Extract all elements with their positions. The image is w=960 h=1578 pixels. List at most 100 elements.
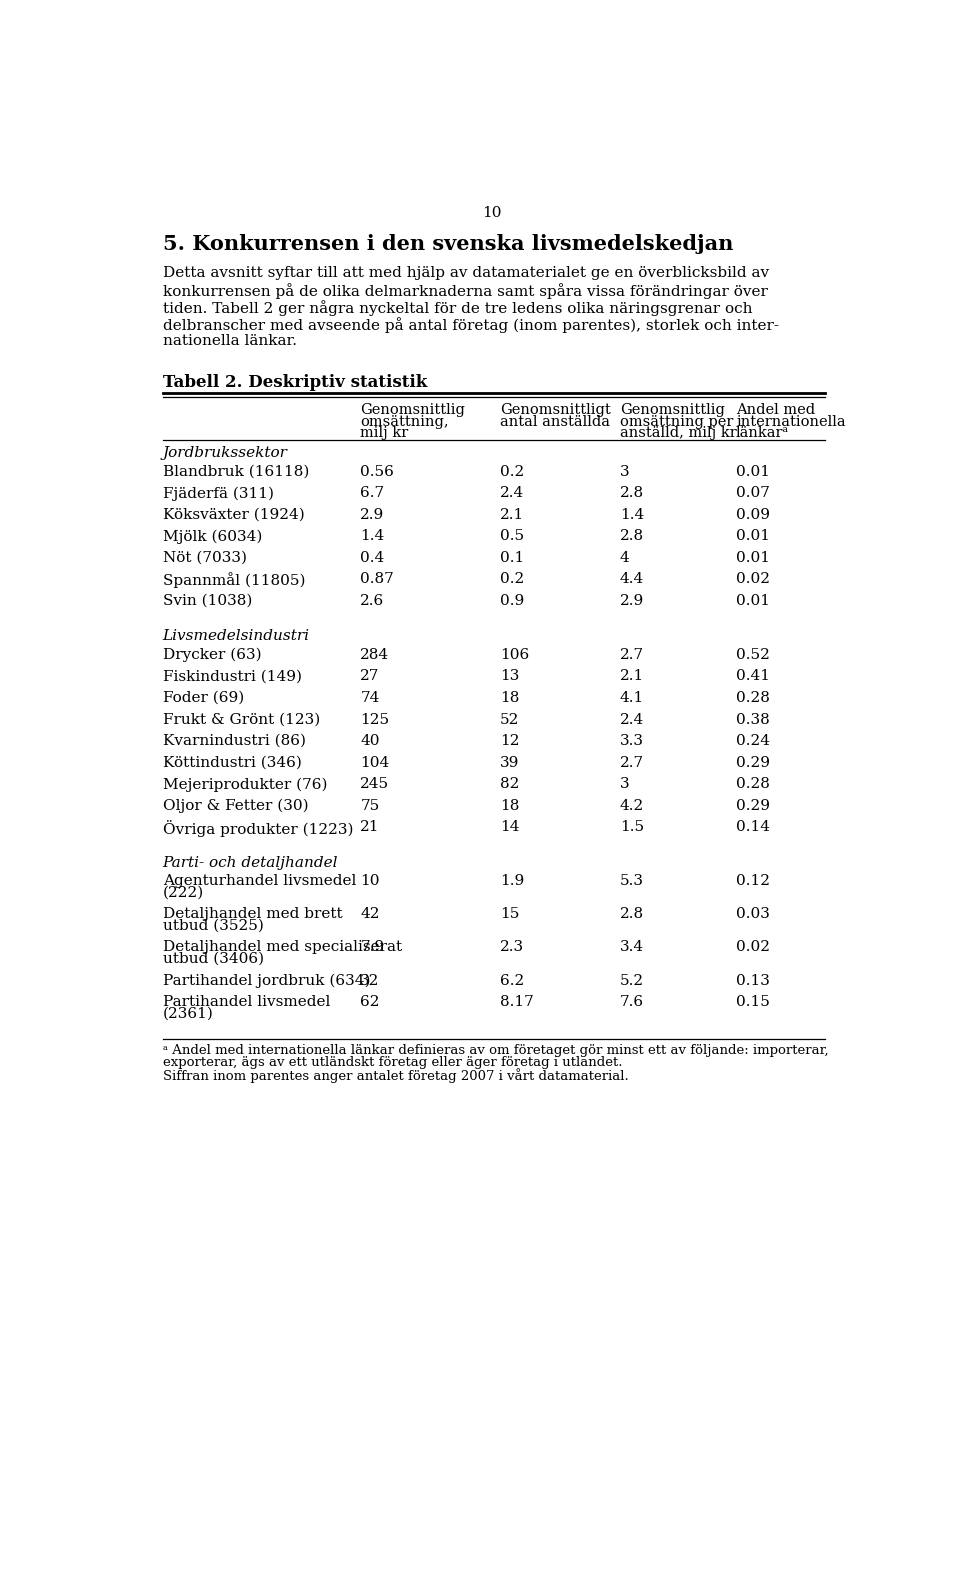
Text: 7.9: 7.9 [360,940,384,955]
Text: 3.3: 3.3 [620,734,644,748]
Text: 2.1: 2.1 [500,508,524,522]
Text: Tabell 2. Deskriptiv statistik: Tabell 2. Deskriptiv statistik [162,374,427,391]
Text: 2.4: 2.4 [620,713,644,726]
Text: 15: 15 [500,907,519,922]
Text: Agenturhandel livsmedel: Agenturhandel livsmedel [162,874,356,888]
Text: 10: 10 [360,874,380,888]
Text: Övriga produkter (1223): Övriga produkter (1223) [162,821,353,838]
Text: Kvarnindustri (86): Kvarnindustri (86) [162,734,305,748]
Text: Spannmål (11805): Spannmål (11805) [162,573,305,589]
Text: 27: 27 [360,669,379,683]
Text: 21: 21 [360,821,380,835]
Text: 18: 18 [500,798,519,813]
Text: 8.17: 8.17 [500,996,534,1010]
Text: 0.01: 0.01 [736,529,770,543]
Text: 2.4: 2.4 [500,486,524,500]
Text: 3: 3 [620,778,630,791]
Text: 1.4: 1.4 [620,508,644,522]
Text: 0.24: 0.24 [736,734,770,748]
Text: 104: 104 [360,756,390,770]
Text: Fjäderfä (311): Fjäderfä (311) [162,486,274,500]
Text: 106: 106 [500,649,529,661]
Text: 0.56: 0.56 [360,464,395,478]
Text: 125: 125 [360,713,390,726]
Text: 1.5: 1.5 [620,821,644,835]
Text: 4.2: 4.2 [620,798,644,813]
Text: Partihandel jordbruk (634): Partihandel jordbruk (634) [162,974,371,988]
Text: 0.41: 0.41 [736,669,770,683]
Text: (222): (222) [162,885,204,899]
Text: 0.2: 0.2 [500,464,524,478]
Text: 0.01: 0.01 [736,593,770,608]
Text: Genomsnittligt: Genomsnittligt [500,404,611,418]
Text: 5.2: 5.2 [620,974,644,988]
Text: 32: 32 [360,974,379,988]
Text: Blandbruk (16118): Blandbruk (16118) [162,464,309,478]
Text: 13: 13 [500,669,519,683]
Text: utbud (3406): utbud (3406) [162,952,264,966]
Text: 12: 12 [500,734,519,748]
Text: Köksväxter (1924): Köksväxter (1924) [162,508,304,522]
Text: utbud (3525): utbud (3525) [162,918,263,933]
Text: 0.4: 0.4 [360,551,385,565]
Text: 5.3: 5.3 [620,874,644,888]
Text: Mejeriprodukter (76): Mejeriprodukter (76) [162,778,327,792]
Text: Drycker (63): Drycker (63) [162,649,261,663]
Text: 245: 245 [360,778,390,791]
Text: 0.1: 0.1 [500,551,524,565]
Text: 0.09: 0.09 [736,508,770,522]
Text: Fiskindustri (149): Fiskindustri (149) [162,669,301,683]
Text: 2.9: 2.9 [620,593,644,608]
Text: Livsmedelsindustri: Livsmedelsindustri [162,630,310,644]
Text: 40: 40 [360,734,380,748]
Text: internationella: internationella [736,415,846,429]
Text: 75: 75 [360,798,379,813]
Text: Oljor & Fetter (30): Oljor & Fetter (30) [162,798,308,813]
Text: 0.87: 0.87 [360,573,394,587]
Text: 0.13: 0.13 [736,974,770,988]
Text: 0.52: 0.52 [736,649,770,661]
Text: 7.6: 7.6 [620,996,644,1010]
Text: 3: 3 [620,464,630,478]
Text: 0.14: 0.14 [736,821,770,835]
Text: Nöt (7033): Nöt (7033) [162,551,247,565]
Text: Foder (69): Foder (69) [162,691,244,705]
Text: 4.1: 4.1 [620,691,644,705]
Text: 284: 284 [360,649,390,661]
Text: 0.03: 0.03 [736,907,770,922]
Text: Frukt & Grönt (123): Frukt & Grönt (123) [162,713,320,726]
Text: 0.29: 0.29 [736,756,770,770]
Text: 0.5: 0.5 [500,529,524,543]
Text: ᵃ Andel med internationella länkar definieras av om företaget gör minst ett av f: ᵃ Andel med internationella länkar defin… [162,1043,828,1057]
Text: konkurrensen på de olika delmarknaderna samt spåra vissa förändringar över: konkurrensen på de olika delmarknaderna … [162,284,767,300]
Text: 0.01: 0.01 [736,464,770,478]
Text: 2.7: 2.7 [620,756,644,770]
Text: 52: 52 [500,713,519,726]
Text: 74: 74 [360,691,379,705]
Text: 2.6: 2.6 [360,593,385,608]
Text: Genomsnittlig: Genomsnittlig [360,404,466,418]
Text: 6.7: 6.7 [360,486,384,500]
Text: 39: 39 [500,756,519,770]
Text: Partihandel livsmedel: Partihandel livsmedel [162,996,330,1010]
Text: 3.4: 3.4 [620,940,644,955]
Text: 5. Konkurrensen i den svenska livsmedelskedjan: 5. Konkurrensen i den svenska livsmedels… [162,234,733,254]
Text: 0.28: 0.28 [736,691,770,705]
Text: 2.8: 2.8 [620,907,644,922]
Text: 1.4: 1.4 [360,529,385,543]
Text: 0.01: 0.01 [736,551,770,565]
Text: milj kr: milj kr [360,426,409,440]
Text: Svin (1038): Svin (1038) [162,593,252,608]
Text: nationella länkar.: nationella länkar. [162,335,297,349]
Text: Detaljhandel med specialiserat: Detaljhandel med specialiserat [162,940,401,955]
Text: 0.15: 0.15 [736,996,770,1010]
Text: Andel med: Andel med [736,404,815,418]
Text: anställd, milj kr: anställd, milj kr [620,426,736,440]
Text: 4: 4 [620,551,630,565]
Text: Detta avsnitt syftar till att med hjälp av datamaterialet ge en överblicksbild a: Detta avsnitt syftar till att med hjälp … [162,267,769,281]
Text: Genomsnittlig: Genomsnittlig [620,404,725,418]
Text: 4.4: 4.4 [620,573,644,587]
Text: omsättning per: omsättning per [620,415,733,429]
Text: Mjölk (6034): Mjölk (6034) [162,529,262,544]
Text: Detaljhandel med brett: Detaljhandel med brett [162,907,343,922]
